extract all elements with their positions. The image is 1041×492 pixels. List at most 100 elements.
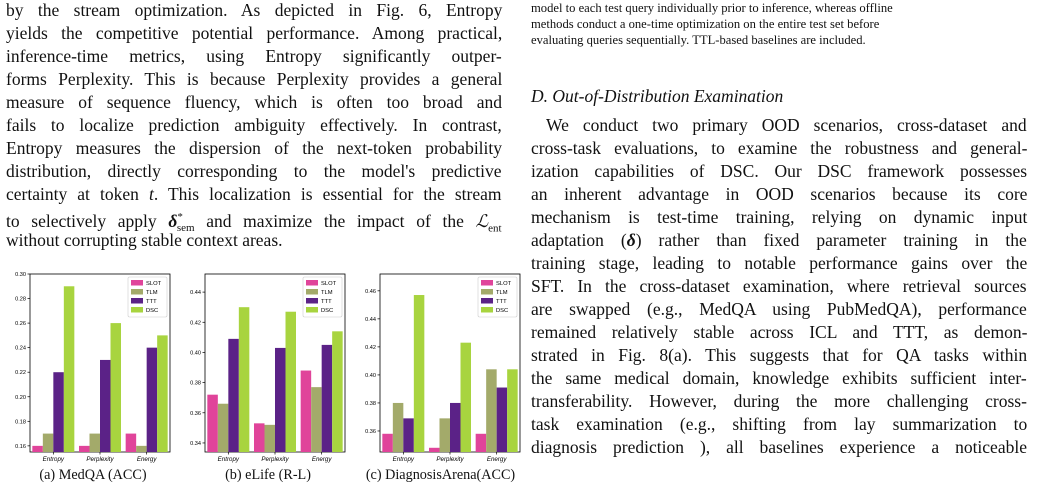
text-line: measure of sequence fluency, which is of… <box>6 92 502 112</box>
bar-ttt <box>53 372 64 452</box>
y-tick-label: 0.36 <box>365 429 376 435</box>
text-line: remained relatively stable across ICL an… <box>531 322 1028 342</box>
bar-tlm <box>136 445 147 452</box>
y-tick-label: 0.18 <box>15 419 26 425</box>
bar-tlm <box>89 433 100 452</box>
legend-label: DSC <box>146 308 158 314</box>
text-line: fails to localize prediction ambiguity e… <box>6 115 502 135</box>
legend-swatch <box>306 280 318 286</box>
bar-tlm <box>42 433 54 452</box>
x-tick-label: Energy <box>487 456 508 463</box>
y-tick-label: 0.34 <box>190 441 201 447</box>
bar-slot <box>254 423 265 452</box>
text-line: strated in Fig. 8(a). This suggests that… <box>531 345 1028 365</box>
bar-ttt <box>275 347 286 452</box>
bar-slot <box>32 445 43 452</box>
bar-chart-elife: 0.34 0.36 0.38 0.40 0.42 0.44 Entropy Perplexit… <box>190 273 346 463</box>
y-tick-label: 0.20 <box>15 395 26 401</box>
y-tick-label: 0.36 <box>190 411 201 417</box>
x-tick-label: Perplexity <box>261 456 289 463</box>
legend-label: DSC <box>321 308 333 314</box>
text-line: yields the competitive potential perform… <box>6 23 503 43</box>
x-tick-label: Entropy <box>218 456 240 463</box>
subfigure-caption: (c) DiagnosisArena(ACC) <box>365 467 516 483</box>
subfigure-caption: (a) MedQA (ACC) <box>39 467 147 483</box>
bar-dsc <box>238 307 250 452</box>
bar-dsc <box>507 369 518 452</box>
bar-ttt <box>228 338 239 452</box>
bar-tlm <box>392 402 404 452</box>
text-line: the same medical domain, knowledge exhib… <box>531 368 1027 388</box>
legend-swatch <box>131 289 143 295</box>
bar-slot <box>382 433 393 452</box>
y-tick-label: 0.30 <box>15 272 26 278</box>
text-line: are swapped (e.g., MedQA using PubMedQA)… <box>531 299 1027 319</box>
bar-dsc <box>157 335 168 452</box>
text-line: We conduct two primary OOD scenarios, cr… <box>546 115 1027 135</box>
y-tick-label: 0.42 <box>190 320 201 326</box>
text-line: to selectively apply δ*sem and maximize … <box>6 210 502 235</box>
y-tick-label: 0.42 <box>365 345 376 351</box>
legend-label: SLOT <box>496 281 512 287</box>
y-tick-label: 0.16 <box>15 444 26 450</box>
bar-ttt <box>403 418 414 452</box>
bar-tlm <box>439 418 450 452</box>
bar-ttt <box>146 347 158 452</box>
text-line: diagnosis prediction ), all baselines ex… <box>531 437 1027 457</box>
bar-slot <box>300 370 312 452</box>
bar-slot <box>125 433 137 452</box>
legend-label: TLM <box>146 290 158 296</box>
y-tick-label: 0.24 <box>15 346 26 352</box>
bar-ttt <box>450 402 461 452</box>
legend-swatch <box>481 298 493 304</box>
legend-swatch <box>481 280 493 286</box>
x-tick-label: Perplexity <box>436 456 464 463</box>
text-line: forms Perplexity. This is because Perple… <box>6 69 503 89</box>
y-tick-label: 0.44 <box>365 317 376 323</box>
bar-ttt <box>496 387 508 452</box>
legend-label: TLM <box>321 290 333 296</box>
legend-swatch <box>306 307 318 313</box>
x-tick-label: Energy <box>312 456 333 463</box>
text-line: distribution, directly corresponding to … <box>6 161 502 181</box>
legend-label: SLOT <box>321 281 337 287</box>
text-line: cross-task evaluations, to examine the r… <box>531 138 1028 158</box>
legend-swatch <box>481 289 493 295</box>
text-line: without corrupting stable context areas. <box>6 230 283 250</box>
legend-label: TTT <box>496 299 507 305</box>
bar-slot <box>207 394 218 452</box>
text-line: transferability. However, during the mor… <box>531 391 1027 411</box>
text-line: task examination (e.g., shifting from la… <box>531 414 1028 434</box>
legend-swatch <box>131 298 143 304</box>
text-line: inference-time metrics, using Entropy si… <box>6 46 502 66</box>
text-line: an inherent advantage in OOD scenarios b… <box>531 184 1028 204</box>
subfigure-caption: (b) eLife (R-L) <box>225 467 311 483</box>
table-caption-line: methods conduct a one-time optimization … <box>531 17 880 31</box>
text-line: mechanism is test-time training, relying… <box>531 207 1028 227</box>
bar-tlm <box>264 424 275 452</box>
y-tick-label: 0.40 <box>190 350 201 356</box>
legend-label: TLM <box>496 290 508 296</box>
legend-label: TTT <box>146 299 157 305</box>
bar-dsc <box>460 342 471 452</box>
y-tick-label: 0.44 <box>190 290 201 296</box>
y-tick-label: 0.26 <box>15 321 26 327</box>
y-tick-label: 0.46 <box>365 289 376 295</box>
bar-dsc <box>285 311 296 452</box>
bar-dsc <box>332 331 343 452</box>
legend-label: DSC <box>496 308 508 314</box>
x-tick-label: Entropy <box>43 456 65 463</box>
x-tick-label: Energy <box>137 456 158 463</box>
legend-swatch <box>131 307 143 313</box>
bar-ttt <box>321 344 333 452</box>
bar-dsc <box>63 286 75 452</box>
text-line: ization capabilities of DSC. Our DSC fra… <box>531 161 1028 181</box>
bar-chart-diagnosisarena: 0.36 0.38 0.40 0.42 0.44 0.46 Entropy Perplexit… <box>365 273 521 463</box>
legend-swatch <box>306 298 318 304</box>
bar-tlm <box>486 369 497 452</box>
y-tick-label: 0.40 <box>365 373 376 379</box>
y-tick-label: 0.28 <box>15 297 26 303</box>
bar-dsc <box>110 323 121 452</box>
x-tick-label: Entropy <box>393 456 415 463</box>
text-line: by the stream optimization. As depicted … <box>6 0 503 20</box>
